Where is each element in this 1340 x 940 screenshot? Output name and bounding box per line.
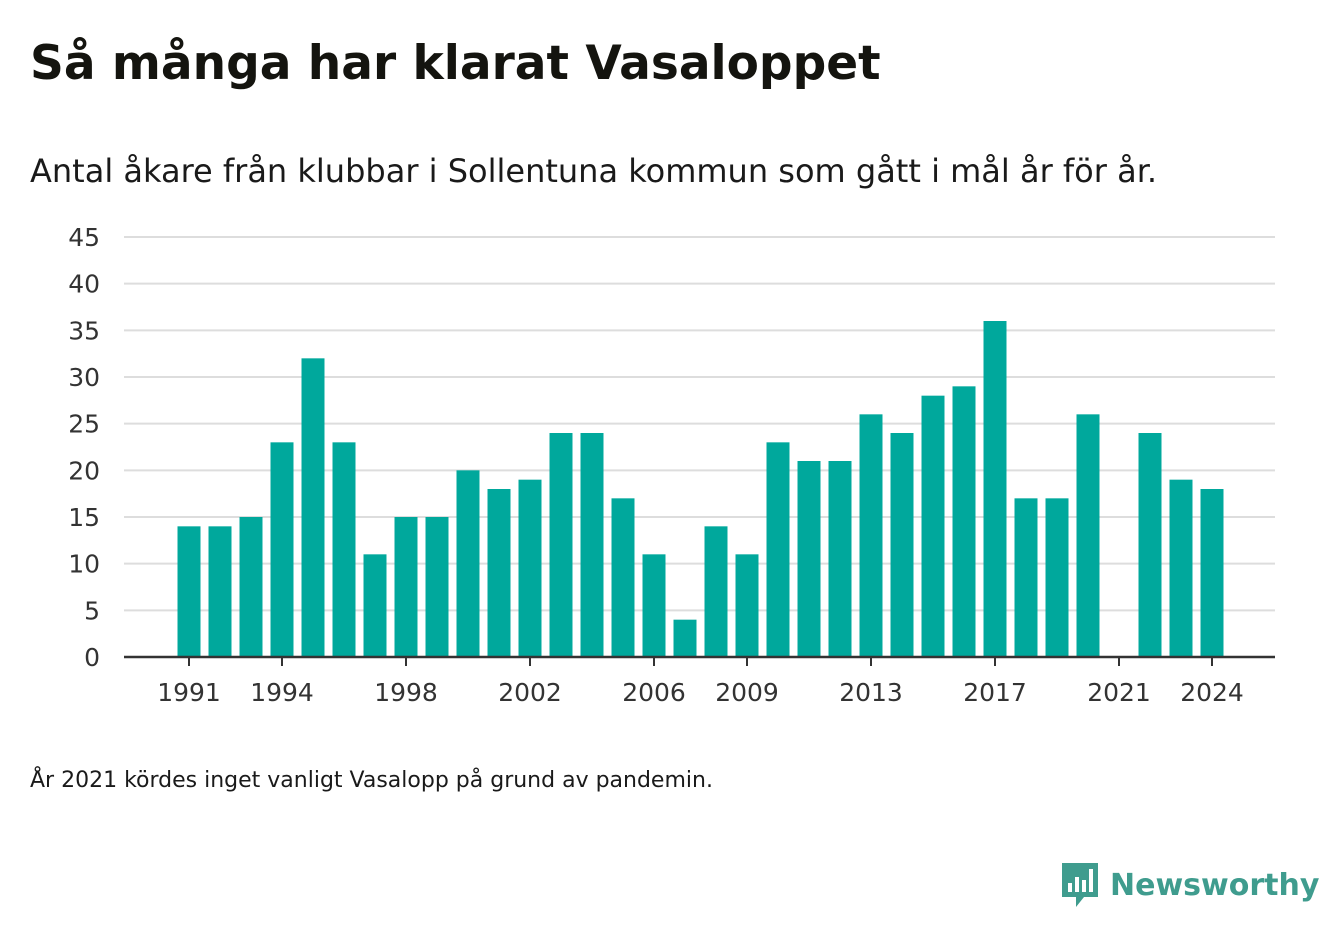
y-tick-label: 40: [68, 270, 100, 299]
brand-name: Newsworthy: [1110, 867, 1320, 903]
bar-2016: [952, 386, 976, 657]
x-tick-label: 2021: [1087, 678, 1151, 707]
brand-logo: Newsworthy: [1060, 860, 1319, 910]
y-tick-label: 25: [68, 410, 100, 439]
x-tick-label: 1991: [157, 678, 221, 707]
bar-2003: [549, 433, 573, 657]
y-tick-label: 20: [68, 456, 100, 485]
y-tick-label: 30: [68, 363, 100, 392]
y-tick-label: 0: [84, 643, 100, 672]
newsworthy-logo-icon: [1062, 863, 1098, 907]
bar-2020: [1076, 414, 1100, 657]
x-tick-label: 2013: [839, 678, 903, 707]
x-tick-label: 1998: [374, 678, 438, 707]
bar-1992: [208, 526, 232, 657]
bar-2024: [1200, 489, 1224, 657]
bar-2002: [518, 479, 542, 657]
bar-1998: [394, 517, 418, 657]
y-tick-label: 10: [68, 550, 100, 579]
bar-2004: [580, 433, 604, 657]
bar-chart: 0 5 10 15 20 25 30 35 40 45 1991 1994 1998 2002 2006 2…: [68, 223, 1275, 707]
y-tick-label: 5: [84, 596, 100, 625]
bar-1995: [301, 358, 325, 657]
bar-2013: [859, 414, 883, 657]
bar-1996: [332, 442, 356, 657]
bar-2007: [673, 619, 697, 657]
chart-subtitle: Antal åkare från klubbar i Sollentuna ko…: [30, 152, 1158, 190]
bar-2000: [456, 470, 480, 657]
bar-1999: [425, 517, 449, 657]
bar-2005: [611, 498, 635, 657]
x-tick-label: 2017: [963, 678, 1027, 707]
bar-2011: [797, 461, 821, 657]
x-tick-label: 2009: [715, 678, 779, 707]
bar-2018: [1014, 498, 1038, 657]
bar-2023: [1169, 479, 1193, 657]
x-axis: [124, 655, 1275, 666]
bar-1993: [239, 517, 263, 657]
bar-2022: [1138, 433, 1162, 657]
x-tick-label: 1994: [250, 678, 314, 707]
bar-2012: [828, 461, 852, 657]
bar-1994: [270, 442, 294, 657]
y-tick-label: 15: [68, 503, 100, 532]
x-tick-label: 2002: [498, 678, 562, 707]
footnote: År 2021 kördes inget vanligt Vasalopp på…: [30, 768, 713, 793]
bar-2014: [890, 433, 914, 657]
bar-2019: [1045, 498, 1069, 657]
bar-2015: [921, 395, 945, 657]
chart-title: Så många har klarat Vasaloppet: [30, 36, 881, 91]
bar-2009: [735, 554, 759, 657]
bar-2010: [766, 442, 790, 657]
bar-2017: [983, 321, 1007, 657]
y-tick-label: 35: [68, 316, 100, 345]
bar-1997: [363, 554, 387, 657]
bar-2006: [642, 554, 666, 657]
bars: [177, 321, 1224, 657]
grid-lines: [124, 236, 1275, 612]
x-axis-tick-labels: 1991 1994 1998 2002 2006 2009 2013 2017 2021 2024: [157, 678, 1244, 707]
bar-2008: [704, 526, 728, 657]
x-tick-label: 2006: [622, 678, 686, 707]
bar-2001: [487, 489, 511, 657]
y-axis-tick-labels: 0 5 10 15 20 25 30 35 40 45: [68, 223, 100, 672]
bar-1991: [177, 526, 201, 657]
x-tick-label: 2024: [1180, 678, 1244, 707]
y-tick-label: 45: [68, 223, 100, 252]
